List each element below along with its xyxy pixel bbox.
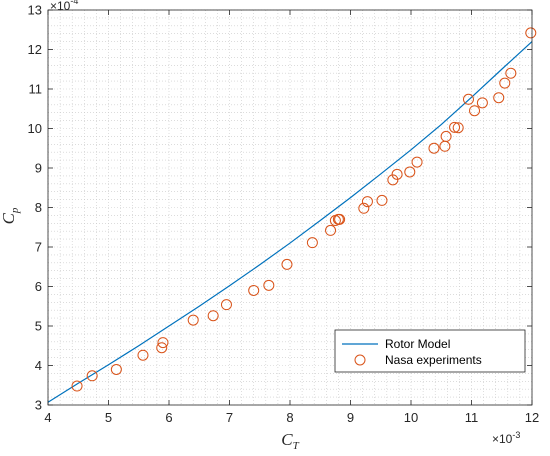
legend-marker-swatch xyxy=(354,354,366,366)
axes xyxy=(47,9,533,406)
legend: Rotor Model Nasa experiments xyxy=(334,329,526,373)
y-exponent-label: ×10-4 xyxy=(50,0,78,13)
y-tick-label: 12 xyxy=(28,42,42,57)
y-tick-label: 5 xyxy=(35,319,42,334)
experiment-point xyxy=(263,279,275,291)
experiment-point xyxy=(187,314,199,326)
experiment-point xyxy=(137,349,149,361)
y-axis-label-sub: p xyxy=(9,207,21,214)
experiment-point xyxy=(156,342,168,354)
experiment-point xyxy=(387,174,399,186)
experiment-point xyxy=(110,363,122,375)
y-tick-label: 7 xyxy=(35,240,42,255)
experiment-point xyxy=(404,166,416,178)
y-tick-label: 8 xyxy=(35,200,42,215)
y-tick-label: 3 xyxy=(35,398,42,413)
experiment-point xyxy=(440,130,452,142)
experiment-point xyxy=(391,168,403,180)
y-tick-label: 10 xyxy=(28,121,42,136)
experiment-point xyxy=(469,105,481,117)
x-tick-label: 5 xyxy=(105,410,112,425)
experiment-point xyxy=(476,97,488,109)
experiment-point xyxy=(325,224,337,236)
y-tick-label: 11 xyxy=(29,82,43,97)
y-tick-label: 9 xyxy=(35,161,42,176)
experiment-point xyxy=(449,121,461,133)
legend-box xyxy=(334,329,526,373)
experiment-point xyxy=(157,337,169,349)
experiment-point xyxy=(361,196,373,208)
experiment-point xyxy=(411,156,423,168)
legend-label-rotor-model: Rotor Model xyxy=(385,337,450,351)
experiment-point xyxy=(493,92,505,104)
x-exponent-power: -3 xyxy=(512,430,520,440)
experiment-point xyxy=(462,93,474,105)
rotor-model-line xyxy=(47,41,533,403)
x-exponent-base: ×10 xyxy=(492,432,513,446)
y-tick-label: 4 xyxy=(35,358,42,373)
y-exponent-power: -4 xyxy=(70,0,78,6)
x-tick-label: 6 xyxy=(165,410,172,425)
experiment-point xyxy=(376,194,388,206)
x-tick-label: 9 xyxy=(347,410,354,425)
experiment-point xyxy=(71,380,83,392)
legend-label-nasa-experiments: Nasa experiments xyxy=(385,353,482,367)
x-axis-label-sub: T xyxy=(293,440,300,452)
experiment-point xyxy=(86,370,98,382)
x-tick-labels: 4 5 6 7 8 9 10 11 12 xyxy=(44,410,539,425)
experiment-point xyxy=(306,237,318,249)
experiment-point xyxy=(452,122,464,134)
y-exponent-base: ×10 xyxy=(50,0,71,13)
x-axis-label-base: C xyxy=(281,430,293,449)
x-axis-label: CT xyxy=(281,430,299,452)
experiment-points-layer xyxy=(71,27,537,392)
experiment-point xyxy=(428,142,440,154)
x-tick-label: 10 xyxy=(404,410,418,425)
y-axis-label-base: C xyxy=(0,212,18,224)
model-curve-layer xyxy=(47,41,533,403)
experiment-point xyxy=(207,310,219,322)
experiment-point xyxy=(358,202,370,214)
y-axis-label: Cp xyxy=(0,207,21,224)
experiment-point xyxy=(525,27,537,39)
experiment-point xyxy=(248,284,260,296)
x-tick-label: 11 xyxy=(465,410,479,425)
y-tick-label: 6 xyxy=(35,279,42,294)
y-tick-labels: 3 4 5 6 7 8 9 10 11 12 13 xyxy=(28,3,42,413)
x-tick-label: 4 xyxy=(44,410,51,425)
x-tick-label: 12 xyxy=(525,410,539,425)
experiment-point xyxy=(220,299,232,311)
y-tick-label: 13 xyxy=(28,3,42,18)
x-tick-label: 8 xyxy=(286,410,293,425)
experiment-point xyxy=(334,213,346,225)
experiment-point xyxy=(499,77,511,89)
experiment-point xyxy=(281,258,293,270)
experiment-point xyxy=(505,67,517,79)
x-exponent-label: ×10-3 xyxy=(492,430,520,446)
x-tick-label: 7 xyxy=(226,410,233,425)
